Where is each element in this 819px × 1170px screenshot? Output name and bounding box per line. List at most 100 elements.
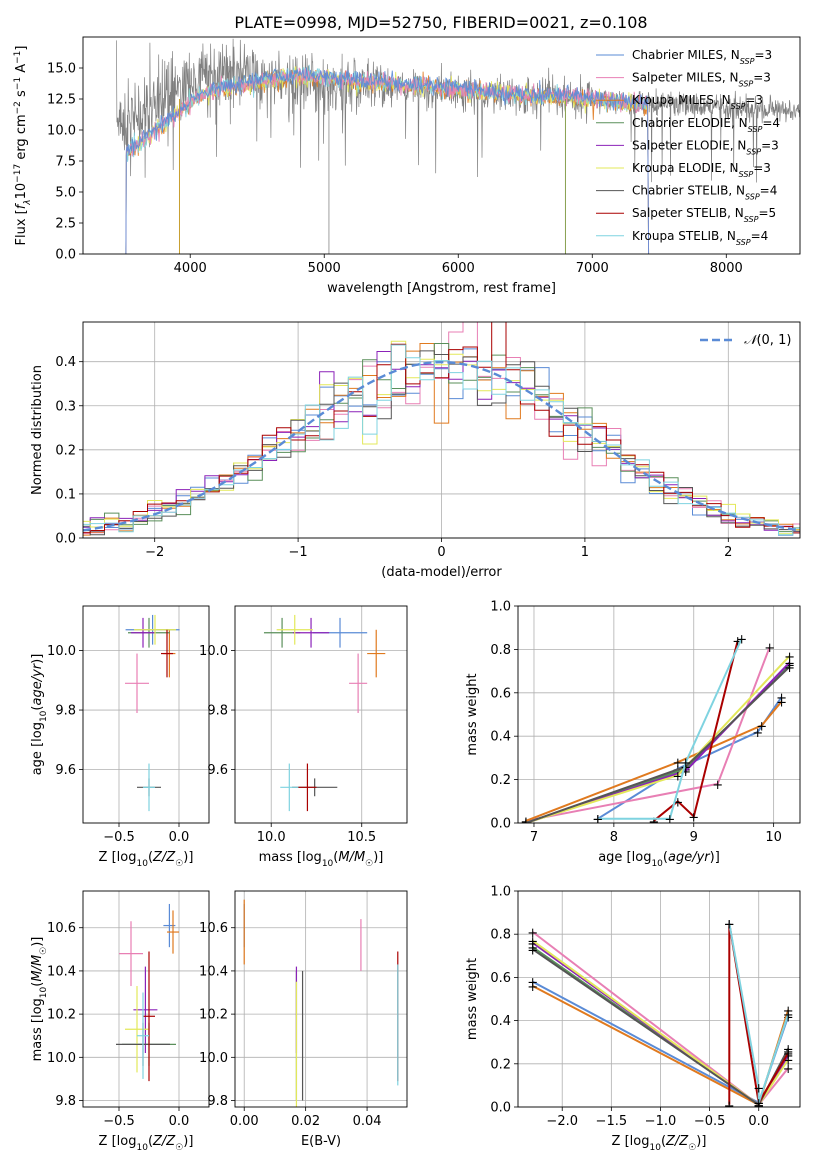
y-tick-label: 10.4 [199, 964, 228, 979]
y-tick-label: 9.8 [207, 704, 228, 719]
y-tick-label: 10.0 [47, 1051, 76, 1066]
x-axis-label: Z [log10(Z/Z☉)] [99, 850, 194, 869]
x-tick-label: −0.5 [694, 1114, 726, 1129]
x-tick-label: 5000 [308, 261, 341, 276]
x-tick-label: 1 [581, 545, 589, 560]
mass-weight-point: + [680, 761, 691, 776]
x-tick-label: 0.0 [169, 1114, 190, 1129]
y-axis-label: mass weight [465, 673, 480, 755]
mass-weight-line-salpeter-stelib [653, 640, 739, 822]
y-tick-label: 0.0 [55, 532, 76, 547]
mass-weight-point: + [521, 815, 532, 830]
mass-weight-point: + [783, 1045, 794, 1060]
axes-frame [82, 36, 801, 255]
mass-weight-point: + [784, 650, 795, 665]
mass-weight-line-salpeter-stelib [728, 923, 790, 1106]
mass-weight-point: + [648, 815, 659, 830]
y-tick-label: 7.5 [55, 155, 76, 170]
x-tick-label: −1.0 [645, 1114, 677, 1129]
y-tick-label: 9.8 [55, 704, 76, 719]
x-tick-label: −2 [145, 545, 164, 560]
axes-frame [82, 890, 210, 1108]
residuals-panel: −2 −1 0 1 2 0.0 0.1 0.2 0.3 0.4 (data-model)/error… [30, 321, 801, 580]
y-tick-label: 10.0 [199, 644, 228, 659]
mass-weight-point: + [680, 765, 691, 780]
y-tick-label: 15.0 [47, 62, 76, 77]
axes-frame [517, 890, 801, 1108]
x-tick-label: 10.0 [257, 830, 286, 845]
plot-area: ++++++++++++++++++++++++++++ +++ [521, 633, 795, 832]
mass-weight-point: + [736, 633, 747, 648]
y-tick-label: 9.8 [55, 1094, 76, 1109]
y-tick-label: 10.4 [47, 964, 76, 979]
legend-label: Salpeter ELODIE, NSSP=3 [632, 138, 779, 156]
mass-weight-point: + [680, 756, 691, 771]
y-tick-label: 0.4 [55, 355, 76, 370]
mass-weight-point: + [783, 1049, 794, 1064]
y-tick-label: 0.2 [490, 1057, 511, 1072]
mass-weight-point: + [592, 813, 603, 828]
y-tick-label: 10.0 [47, 644, 76, 659]
mass-weight-point: + [521, 817, 532, 832]
plot-area [243, 899, 399, 1107]
mass-weight-line-chabrier-stelib [525, 666, 791, 823]
y-axis-label: mass [log10(M/M☉)] [30, 937, 49, 1062]
x-axis-label: (data-model)/error [381, 565, 502, 580]
x-tick-label: −0.5 [103, 1114, 135, 1129]
axes-frame [234, 605, 408, 824]
plot-area [125, 614, 180, 812]
x-axis-label: wavelength [Angstrom, rest frame] [327, 281, 556, 296]
mass-weight-line-chabrier-stelib [532, 948, 790, 1107]
mass-weight-point: + [521, 815, 532, 830]
x-tick-label: 0.0 [748, 1114, 769, 1129]
y-tick-label: 0.0 [55, 248, 76, 263]
y-tick-label: 0.0 [490, 817, 511, 832]
x-tick-label: 0.02 [291, 1114, 320, 1129]
y-tick-label: 10.0 [199, 1051, 228, 1066]
mass-weight-point: + [527, 941, 538, 956]
x-tick-label: −0.5 [103, 830, 135, 845]
mass-weight-point: + [688, 810, 699, 825]
mass-weight-point: + [756, 719, 767, 734]
x-tick-label: 10.5 [347, 830, 376, 845]
y-tick-label: 0.4 [490, 730, 511, 745]
y-tick-label: 10.0 [47, 124, 76, 139]
y-tick-label: 1.0 [490, 600, 511, 615]
axes-frame [82, 321, 801, 539]
mass-weight-point: + [784, 661, 795, 676]
axes-frame [517, 605, 801, 824]
y-tick-label: 5.0 [55, 186, 76, 201]
y-axis-label: mass weight [465, 958, 480, 1040]
mass-weight-point: + [783, 1008, 794, 1023]
mass-weight-point: + [521, 817, 532, 832]
normal-curve [83, 360, 798, 532]
x-tick-label: 9 [690, 830, 698, 845]
y-tick-label: 0.4 [490, 1014, 511, 1029]
mass-weight-point: + [753, 1082, 764, 1097]
x-tick-label: 6000 [442, 261, 475, 276]
age-vs-metallicity-panel: −0.5 0.0 9.6 9.8 10.0 Z [log10(Z/Z☉)] age [log… [30, 605, 210, 869]
mass-weight-point: + [764, 641, 775, 656]
massweight-vs-metallicity-panel: +++++++++++++++++++++++++++++−2.0 −1.5 −1.… [465, 885, 801, 1153]
x-tick-label: −2.0 [546, 1114, 578, 1129]
x-tick-label: 8000 [710, 261, 743, 276]
plot-area [263, 614, 386, 812]
mass-weight-point: + [712, 778, 723, 793]
y-tick-label: 0.6 [490, 686, 511, 701]
legend-label: Chabrier ELODIE, NSSP=4 [632, 116, 780, 134]
x-tick-label: 4000 [174, 261, 207, 276]
mass-weight-line-kroupa-stelib [728, 923, 790, 1104]
mass-weight-point: + [784, 656, 795, 671]
mass-weight-point: + [753, 1097, 764, 1112]
mass-weight-point: + [783, 1010, 794, 1025]
x-tick-label: 0.00 [230, 1114, 259, 1129]
mass-weight-point: + [592, 813, 603, 828]
x-tick-label: 7000 [576, 261, 609, 276]
plot-area: +++++++++++++++++++++++++++++ [527, 917, 794, 1112]
spectrum-data-line [116, 38, 800, 183]
mass-weight-point: + [752, 726, 763, 741]
legend-label: Kroupa MILES, NSSP=3 [632, 93, 763, 111]
y-tick-label: 9.8 [207, 1094, 228, 1109]
x-tick-label: 0.04 [353, 1114, 382, 1129]
